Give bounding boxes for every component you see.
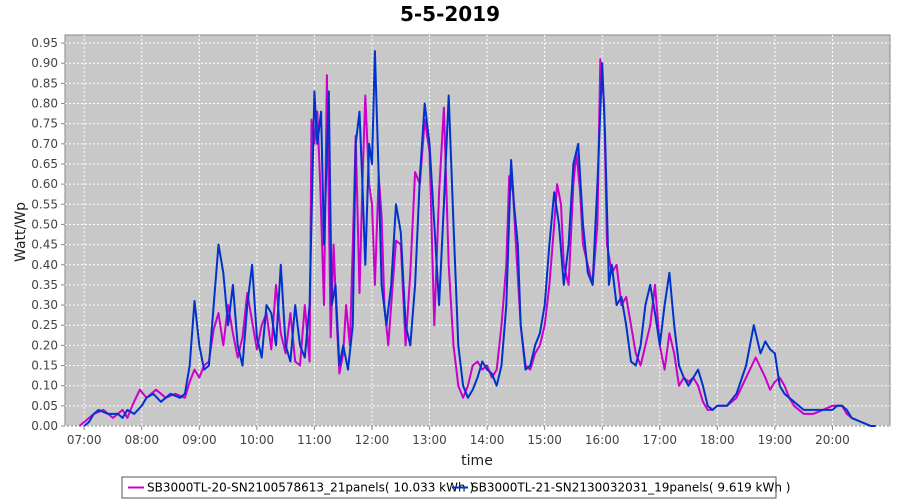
y-tick-label: 0.55 xyxy=(31,197,58,211)
legend: SB3000TL-20-SN2100578613_21panels( 10.03… xyxy=(121,476,790,499)
y-tick-label: 0.80 xyxy=(31,97,58,111)
x-tick-label: 10:00 xyxy=(240,433,275,447)
x-tick-label: 11:00 xyxy=(297,433,332,447)
legend-label-1: SB3000TL-20-SN2100578613_21panels( 10.03… xyxy=(147,481,474,495)
x-tick-label: 07:00 xyxy=(67,433,102,447)
grid xyxy=(65,35,890,427)
y-tick-label: 0.75 xyxy=(31,117,58,131)
x-tick-label: 09:00 xyxy=(182,433,217,447)
series-layer xyxy=(78,50,876,427)
y-tick-label: 0.90 xyxy=(31,56,58,70)
y-tick-label: 0.85 xyxy=(31,76,58,90)
y-tick-label: 0.40 xyxy=(31,258,58,272)
y-tick-label: 0.05 xyxy=(31,399,58,413)
series-line-2 xyxy=(83,50,876,427)
x-tick-label: 20:00 xyxy=(815,433,850,447)
y-tick-label: 0.45 xyxy=(31,238,58,252)
y-tick-label: 0.60 xyxy=(31,177,58,191)
y-tick-label: 0.20 xyxy=(31,338,58,352)
chart-title: 5-5-2019 xyxy=(400,2,500,26)
x-tick-label: 19:00 xyxy=(758,433,793,447)
legend-box xyxy=(121,476,777,499)
x-tick-label: 13:00 xyxy=(412,433,447,447)
y-tick-label: 0.70 xyxy=(31,137,58,151)
x-tick-label: 16:00 xyxy=(585,433,620,447)
y-tick-label: 0.35 xyxy=(31,278,58,292)
x-tick-label: 17:00 xyxy=(642,433,677,447)
y-tick-label: 0.10 xyxy=(31,379,58,393)
x-tick-label: 08:00 xyxy=(124,433,159,447)
x-axis-label: time xyxy=(461,453,493,469)
legend-label-2: SB3000TL-21-SN2130032031_19panels( 9.619… xyxy=(471,481,790,495)
y-tick-label: 0.25 xyxy=(31,318,58,332)
x-tick-label: 12:00 xyxy=(355,433,390,447)
y-tick-label: 0.15 xyxy=(31,359,58,373)
x-tick-label: 18:00 xyxy=(700,433,735,447)
y-tick-label: 0.00 xyxy=(31,419,58,433)
x-tick-label: 15:00 xyxy=(527,433,562,447)
y-tick-label: 0.95 xyxy=(31,36,58,50)
y-tick-label: 0.30 xyxy=(31,298,58,312)
y-tick-label: 0.50 xyxy=(31,217,58,231)
y-axis-label: Watt/Wp xyxy=(13,202,29,262)
y-tick-label: 0.65 xyxy=(31,157,58,171)
x-tick-label: 14:00 xyxy=(470,433,505,447)
axes: 0.00 0.05 0.10 0.15 0.20 0.25 0.30 0.35 0.40 0.45… xyxy=(31,36,849,447)
